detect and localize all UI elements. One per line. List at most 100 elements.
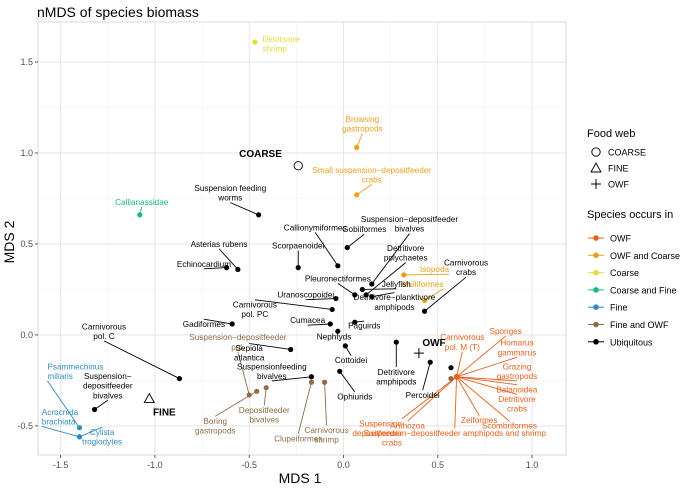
axes: -1.5 -1.0 -0.5 0.0 0.5 1.0 -0.5 0.0 0.5 1.0 1.5	[17, 57, 538, 470]
x-tick-label: -1.0	[147, 460, 163, 470]
label-jellyfish: Jellyfish	[382, 280, 412, 289]
label-line: brachiata	[42, 417, 76, 426]
label-isopoda: Isopoda	[420, 265, 450, 274]
label-line: Cumacea	[290, 316, 325, 325]
legend-species-occurs-in: Species occurs in OWF OWF and Coarse Coars…	[587, 209, 680, 347]
point-carnivorous-crabs	[421, 308, 428, 314]
label-cumacea: Cumacea	[290, 316, 325, 325]
point-depositfeeder-bivalves	[263, 385, 269, 391]
label-line: Cylista	[90, 428, 115, 437]
label-leader-lines	[41, 133, 518, 438]
leader-psammechinus-miliaris	[47, 380, 80, 428]
foodweb-owf-marker	[413, 348, 424, 359]
foodweb-coarse-label: COARSE	[239, 149, 282, 160]
legend-owf-and-coarse-dot	[593, 252, 599, 259]
label-line: Pleuronectiformes	[305, 274, 371, 283]
point-browsing-gastropods	[354, 144, 360, 151]
label-line: Jellyfish	[382, 280, 412, 289]
y-tick-label: 0.0	[20, 330, 33, 340]
label-line: Percoidei	[406, 391, 440, 400]
label-line: Suspension feeding	[194, 184, 266, 193]
label-carnivorous-crabs: Carnivorous crabs	[444, 259, 488, 278]
label-scorpaenoidei: Scorpaenoidei	[272, 242, 325, 251]
x-tick-label: 0.0	[337, 460, 350, 470]
point-cottoidei	[342, 343, 348, 349]
y-tick-label: 1.0	[20, 148, 33, 158]
leader-scombriformes	[456, 376, 510, 422]
label-line: gastropods	[342, 124, 383, 133]
label-line: Detritivore	[262, 35, 300, 44]
point-paguirds	[352, 319, 358, 325]
leader-homarus-gammarus	[456, 356, 518, 378]
label-suspension-depositfeeder-crabs: Suspension depositfeeder crabs	[352, 419, 402, 447]
label-line: depositfeeder	[352, 429, 402, 438]
label-mulliformes: Mulliformes	[402, 280, 444, 289]
label-line: Grazing	[503, 362, 532, 371]
legend-food-web-title: Food web	[587, 128, 635, 140]
leader-suspensionfeeding-bivalves	[271, 376, 312, 382]
label-grazing-gastropods: Grazing gastropods	[497, 362, 538, 381]
foodweb-coarse-marker	[293, 161, 303, 171]
legend-ubiquitous-label: Ubiquitous	[610, 337, 653, 347]
legend-coarse-key	[591, 147, 601, 157]
label-suspension-feeding-worms: Suspension feeding worms	[194, 184, 266, 203]
leader-callionymiformes	[314, 232, 339, 267]
point-mulliformes	[421, 297, 428, 303]
leader-anthozoa	[407, 376, 457, 422]
leader-gadiformes	[203, 318, 233, 325]
point-jellyfish	[359, 286, 365, 293]
label-line: Mulliformes	[402, 280, 444, 289]
label-line: Detritivore−planktivore	[354, 293, 436, 302]
label-line: pol.	[231, 343, 244, 352]
point-detritivore-polychaetes	[363, 292, 369, 298]
leader-clupeiformes	[297, 382, 312, 434]
leader-suspension-depositfeeder-bivalves	[371, 233, 410, 285]
label-line: Isopoda	[420, 265, 450, 274]
leader-isopoda	[403, 273, 450, 276]
point-ophiurids	[337, 368, 343, 374]
legend-fine-and-owf-dot	[593, 321, 599, 328]
label-detritivore-planktivore-amphipods: Detritivore−planktivore amphipods	[354, 293, 436, 312]
label-clupeiformes: Clupeiformes	[274, 434, 322, 443]
label-line: crabs	[456, 268, 476, 277]
leader-acrocnida-brachiata	[41, 425, 80, 438]
leader-suspension-feeding-worms	[230, 202, 259, 216]
legend-owf-label: OWF	[608, 180, 629, 190]
y-axis-label: MDS 2	[1, 220, 17, 263]
label-line: worms	[217, 194, 242, 203]
legend-fine-and-owf-label: Fine and OWF	[610, 320, 669, 330]
label-line: Carnivorous	[233, 300, 277, 309]
foodweb-fine-label: FINE	[153, 407, 176, 418]
leader-balanoidea	[456, 376, 518, 386]
legend-species-title: Species occurs in	[587, 209, 673, 221]
label-asterias-rubens: Asterias rubens	[191, 240, 248, 249]
label-line: Paguirds	[348, 322, 380, 331]
point-cylista-troglodytes	[76, 434, 83, 440]
leader-detritivore-crabs	[456, 376, 518, 395]
x-tick-label: 1.0	[526, 460, 539, 470]
point-clupeiformes	[308, 379, 315, 385]
leader-mulliformes	[424, 288, 444, 301]
label-percoidei: Percoidei	[406, 391, 440, 400]
label-acrocnida-brachiata: Acrocnida brachiata	[42, 408, 79, 427]
label-line: Browsing	[345, 115, 379, 124]
label-line: gastropods	[195, 426, 236, 435]
label-line: troglodytes	[82, 437, 122, 446]
label-line: atlantica	[234, 354, 265, 363]
point-unlabeled	[448, 375, 454, 382]
label-suspension-depositfeeder-pol: Suspension−depositfeeder pol.	[189, 333, 286, 352]
x-tick-label: -1.5	[53, 460, 69, 470]
label-line: Carnivorous	[82, 322, 126, 331]
label-line: Zeiformes	[461, 416, 497, 425]
legend-owf-and-coarse-label: OWF and Coarse	[610, 251, 680, 261]
point-suspension-depositfeeder-pol	[246, 392, 252, 398]
y-tick-label: -0.5	[17, 421, 33, 431]
label-uranoscopoidei: Uranoscopoidei	[277, 291, 334, 300]
point-unlabeled	[448, 365, 454, 371]
legend-coarse-label: Coarse	[610, 268, 639, 278]
label-line: shrimp	[314, 436, 339, 445]
leader-grazing-gastropods	[456, 376, 518, 382]
data-points	[76, 39, 460, 440]
leader-sepiola-atlantica	[249, 343, 291, 350]
